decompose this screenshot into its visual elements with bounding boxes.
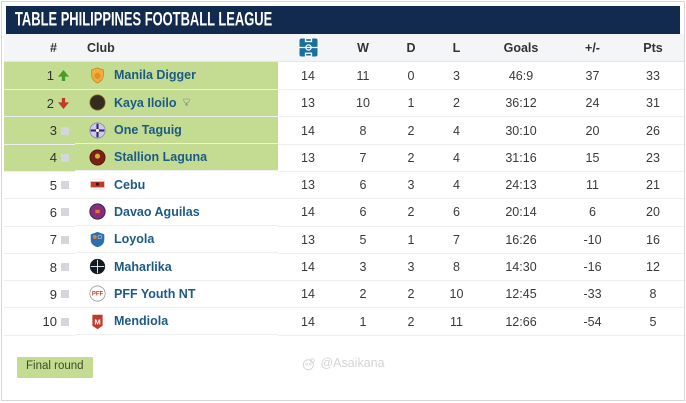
svg-text:PFF: PFF: [92, 292, 104, 298]
svg-text:M: M: [94, 317, 100, 326]
